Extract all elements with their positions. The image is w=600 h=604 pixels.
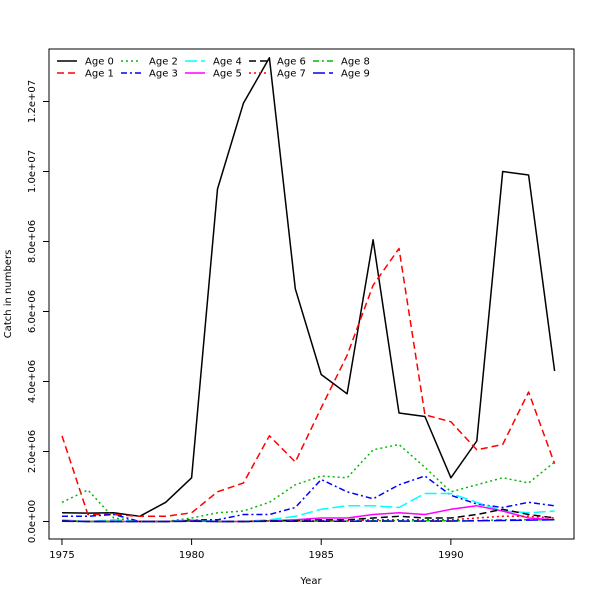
legend-label-age-7: Age 7 (277, 69, 306, 80)
plot-frame (48, 48, 575, 540)
x-tick-label-1990: 1990 (438, 550, 463, 561)
y-tick-label-2: 4.0e+06 (27, 360, 38, 403)
y-axis: 0.0e+00 2.0e+06 4.0e+06 6.0e+06 8.0e+06 1.0e+… (27, 80, 49, 543)
x-tick-label-1980: 1980 (179, 550, 204, 561)
legend-label-age-4: Age 4 (213, 57, 242, 68)
y-tick-label-0: 0.0e+00 (27, 500, 38, 543)
legend-label-age-9: Age 9 (341, 69, 370, 80)
y-tick-label-5: 1.0e+07 (27, 150, 38, 193)
legend-label-age-1: Age 1 (85, 69, 114, 80)
legend-label-age-3: Age 3 (149, 69, 178, 80)
series-layer (61, 57, 556, 523)
x-axis: 1975 1980 1985 1990 (49, 539, 464, 561)
x-tick-label-1985: 1985 (308, 550, 333, 561)
y-tick-label-6: 1.2e+07 (27, 80, 38, 123)
series-line-age-1 (61, 247, 556, 518)
series-line-age-2 (61, 443, 556, 523)
legend-label-age-8: Age 8 (341, 57, 370, 68)
y-tick-label-3: 6.0e+06 (27, 290, 38, 333)
legend-label-age-5: Age 5 (213, 69, 242, 80)
y-tick-label-4: 8.0e+06 (27, 220, 38, 263)
legend-label-age-6: Age 6 (277, 57, 306, 68)
legend-label-age-2: Age 2 (149, 57, 178, 68)
x-axis-label: Year (299, 576, 322, 587)
series-line-age-0 (61, 57, 556, 518)
series-line-age-9 (61, 519, 555, 523)
x-tick-label-1975: 1975 (49, 550, 74, 561)
series-line-age-3 (62, 475, 555, 523)
legend-label-age-0: Age 0 (85, 57, 114, 68)
y-tick-label-1: 2.0e+06 (27, 430, 38, 473)
y-axis-label: Catch in numbers (3, 250, 14, 339)
